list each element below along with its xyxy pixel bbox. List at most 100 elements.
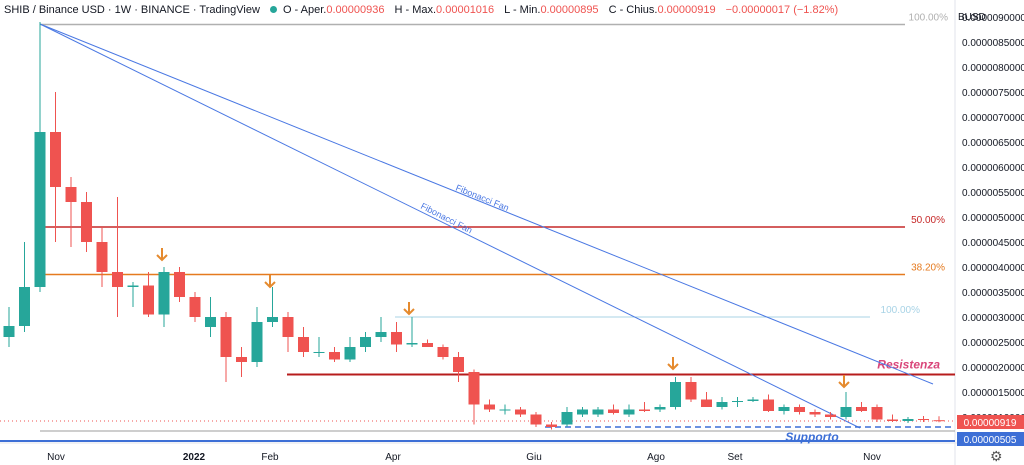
fib-level-label: 100.00% — [909, 13, 949, 24]
y-tick-label: 0.0000035000 — [962, 288, 1024, 299]
candle-body — [453, 357, 464, 372]
fib-level-label: 38.20% — [911, 263, 945, 274]
candle-body — [143, 285, 154, 315]
candle-body — [344, 347, 356, 360]
x-tick-label: 2022 — [183, 452, 206, 463]
high-value: 0.00001016 — [436, 4, 495, 16]
x-tick-label: Nov — [47, 452, 65, 463]
currency-label: BUSD — [958, 12, 986, 23]
resistance-label: Resistenza — [877, 358, 940, 372]
candle-body — [608, 409, 619, 413]
y-tick-label: 0.0000025000 — [962, 338, 1024, 349]
candle-body — [406, 343, 418, 345]
candle-body — [112, 272, 123, 287]
y-tick-label: 0.0000090000 — [962, 13, 1024, 24]
fib-level-label: 100.00% — [881, 305, 921, 316]
candle-body — [871, 407, 883, 420]
x-tick-label: Ago — [647, 452, 665, 463]
candle-body — [530, 414, 542, 425]
down-arrow-icon — [403, 302, 415, 316]
x-tick-label: Nov — [863, 452, 881, 463]
fib-fan-line — [39, 23, 861, 429]
candle-body — [282, 317, 294, 337]
candle-body — [298, 337, 309, 352]
candle-body — [127, 285, 139, 287]
y-tick-label: 0.0000065000 — [962, 138, 1024, 149]
candle-body — [329, 352, 340, 360]
candle-body — [809, 412, 821, 415]
candle-body — [313, 352, 325, 353]
candle-body — [778, 407, 790, 411]
close-value: 0.00000919 — [657, 4, 716, 16]
candle-body — [592, 409, 604, 415]
candle-body — [763, 399, 774, 411]
candle-body — [391, 332, 402, 345]
y-tick-label: 0.0000045000 — [962, 238, 1024, 249]
y-tick-label: 0.0000050000 — [962, 213, 1024, 224]
support-price-label: 0.00000505 — [964, 435, 1017, 446]
candle-body — [267, 317, 278, 322]
y-tick-label: 0.0000030000 — [962, 313, 1024, 324]
candle-body — [422, 343, 433, 347]
chart-header: SHIB / Binance USD · 1W · BINANCE · Trad… — [4, 4, 838, 16]
y-tick-label: 0.0000020000 — [962, 363, 1024, 374]
candle-body — [375, 332, 387, 337]
y-tick-label: 0.0000075000 — [962, 88, 1024, 99]
gear-icon[interactable]: ⚙ — [990, 448, 1003, 464]
fib-fan-line — [39, 23, 934, 385]
fib-fan-label: Fibonacci Fan — [419, 201, 474, 236]
y-tick-label: 0.0000015000 — [962, 388, 1024, 399]
candle-body — [499, 409, 511, 411]
market-status-icon — [269, 6, 277, 13]
candle-body — [902, 419, 914, 421]
y-tick-label: 0.0000070000 — [962, 113, 1024, 124]
support-price-badge — [957, 432, 1024, 446]
low-label: L - Min. — [504, 4, 541, 16]
candle-body — [887, 419, 898, 421]
candle-body — [685, 382, 697, 400]
fib-fan-label: Fibonacci Fan — [454, 183, 510, 213]
candle-body — [654, 407, 666, 410]
candle-body — [732, 401, 743, 402]
down-arrow-icon — [667, 357, 679, 371]
last-price-badge — [957, 415, 1024, 429]
low-value: 0.00000895 — [540, 4, 599, 16]
fib-level-label: 50.00% — [911, 215, 945, 226]
change-value: −0.00000017 (−1.82%) — [725, 4, 839, 16]
candle-body — [639, 409, 650, 411]
y-tick-label: 0.0000080000 — [962, 63, 1024, 74]
candle-body — [747, 399, 759, 401]
candle-body — [3, 326, 15, 337]
y-tick-label: 0.0000040000 — [962, 263, 1024, 274]
candle-body — [205, 317, 216, 327]
candle-body — [701, 399, 712, 407]
open-value: 0.00000936 — [326, 4, 385, 16]
candle-body — [65, 187, 77, 202]
candle-body — [856, 407, 867, 411]
x-tick-label: Apr — [385, 452, 401, 463]
candle-body — [577, 409, 588, 415]
candle-body — [50, 132, 61, 187]
candle-body — [34, 132, 46, 287]
candle-body — [546, 424, 557, 427]
candle-body — [933, 420, 945, 422]
candle-body — [716, 402, 728, 407]
open-label: O - Aper. — [282, 4, 327, 16]
candle-body — [468, 372, 480, 405]
candle-body — [174, 272, 185, 297]
candle-body — [19, 287, 30, 326]
candle-body — [189, 297, 201, 317]
x-tick-label: Feb — [261, 452, 279, 463]
candle-body — [670, 382, 681, 407]
candle-body — [236, 357, 247, 362]
candle-body — [484, 404, 495, 410]
candle-body — [220, 317, 232, 357]
candle-body — [794, 407, 805, 412]
candle-body — [623, 409, 635, 415]
support-label: Supporto — [785, 430, 838, 444]
y-tick-label: 0.0000085000 — [962, 38, 1024, 49]
close-label: C - Chius. — [608, 4, 658, 16]
high-label: H - Max. — [394, 4, 437, 16]
candle-body — [251, 322, 263, 362]
